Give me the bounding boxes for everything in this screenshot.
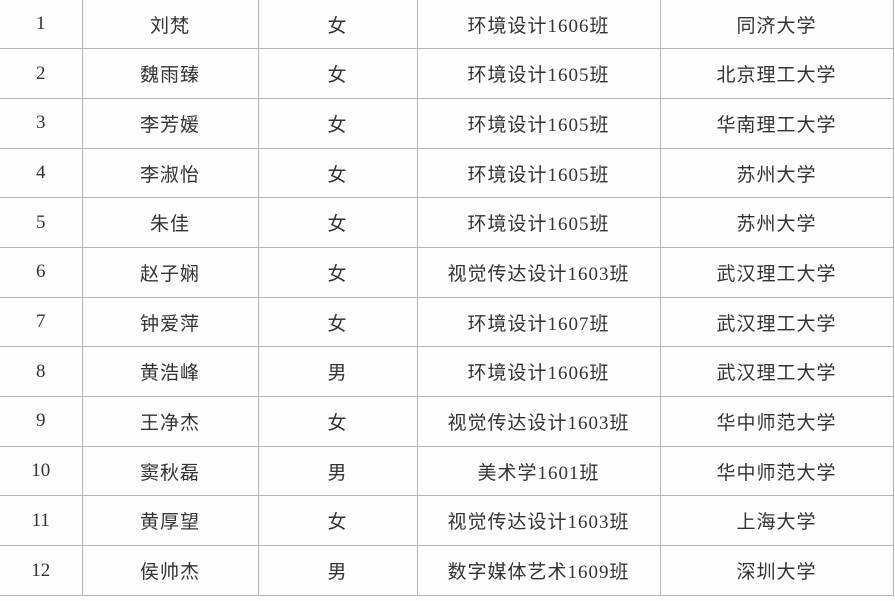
gender-cell: 女: [257, 0, 418, 50]
table-row: 3 李芳媛女环境设计1605班 华南理工大学: [0, 97, 894, 149]
table-row: 8 黄浩峰男环境设计1606班 武汉理工大学: [0, 346, 894, 398]
name-cell: 黄浩峰: [81, 346, 259, 398]
table-row: 1 刘梵女环境设计1606班 同济大学: [0, 0, 894, 50]
name-cell: 侯帅杰: [81, 545, 259, 596]
gender-cell: 男: [257, 445, 418, 497]
table-row: 5 朱佳女环境设计1605班 苏州大学: [0, 197, 894, 249]
class-cell: 数字媒体艺术1609班: [416, 545, 661, 596]
row-number-cell: 8: [0, 346, 83, 398]
table-row: 10 窦秋磊男美术学1601班 华中师范大学: [0, 445, 894, 497]
table-row: 6 赵子娴女视觉传达设计1603班 武汉理工大学: [0, 247, 894, 298]
table-row: 4 李淑怡女环境设计1605班 苏州大学: [0, 147, 894, 199]
class-cell: 环境设计1605班: [416, 147, 661, 199]
university-cell: 华南理工大学: [659, 97, 894, 149]
name-cell: 窦秋磊: [81, 445, 259, 497]
university-cell: 华中师范大学: [659, 396, 894, 447]
name-cell: 朱佳: [81, 197, 259, 249]
gender-cell: 女: [257, 147, 418, 199]
table-row: 9 王净杰女视觉传达设计1603班 华中师范大学: [0, 396, 894, 447]
name-cell: 李淑怡: [81, 147, 259, 199]
university-cell: 武汉理工大学: [659, 247, 894, 298]
class-cell: 视觉传达设计1603班: [416, 396, 661, 447]
row-number-cell: 10: [0, 445, 83, 497]
class-cell: 环境设计1605班: [416, 197, 661, 249]
class-cell: 视觉传达设计1603班: [416, 247, 661, 298]
university-cell: 苏州大学: [659, 147, 894, 199]
university-cell: 华中师范大学: [659, 445, 894, 497]
table-row: 11 黄厚望女视觉传达设计1603班 上海大学: [0, 495, 894, 547]
table-row: 7 钟爱萍女环境设计1607班 武汉理工大学: [0, 296, 894, 348]
gender-cell: 女: [257, 495, 418, 547]
gender-cell: 女: [257, 97, 418, 149]
row-number-cell: 11: [0, 495, 83, 547]
table-row: 12 侯帅杰男数字媒体艺术1609班 深圳大学: [0, 545, 894, 596]
gender-cell: 女: [257, 197, 418, 249]
row-number-cell: 12: [0, 545, 83, 596]
gender-cell: 女: [257, 296, 418, 348]
class-cell: 环境设计1605班: [416, 48, 661, 99]
university-cell: 北京理工大学: [659, 48, 894, 99]
class-cell: 环境设计1607班: [416, 296, 661, 348]
row-number-cell: 6: [0, 247, 83, 298]
university-cell: 上海大学: [659, 495, 894, 547]
table-row: 2 魏雨臻女环境设计1605班 北京理工大学: [0, 48, 894, 99]
university-cell: 武汉理工大学: [659, 346, 894, 398]
class-cell: 视觉传达设计1603班: [416, 495, 661, 547]
gender-cell: 女: [257, 48, 418, 99]
university-cell: 深圳大学: [659, 545, 894, 596]
name-cell: 魏雨臻: [81, 48, 259, 99]
gender-cell: 男: [257, 346, 418, 398]
row-number-cell: 3: [0, 97, 83, 149]
gender-cell: 男: [257, 545, 418, 596]
name-cell: 黄厚望: [81, 495, 259, 547]
name-cell: 刘梵: [81, 0, 259, 50]
gender-cell: 女: [257, 396, 418, 447]
university-cell: 同济大学: [659, 0, 894, 50]
name-cell: 赵子娴: [81, 247, 259, 298]
class-cell: 环境设计1606班: [416, 346, 661, 398]
name-cell: 王净杰: [81, 396, 259, 447]
university-cell: 苏州大学: [659, 197, 894, 249]
university-cell: 武汉理工大学: [659, 296, 894, 348]
row-number-cell: 5: [0, 197, 83, 249]
class-cell: 美术学1601班: [416, 445, 661, 497]
row-number-cell: 1: [0, 0, 83, 50]
name-cell: 李芳媛: [81, 97, 259, 149]
class-cell: 环境设计1606班: [416, 0, 661, 50]
gender-cell: 女: [257, 247, 418, 298]
row-number-cell: 9: [0, 396, 83, 447]
row-number-cell: 4: [0, 147, 83, 199]
class-cell: 环境设计1605班: [416, 97, 661, 149]
name-cell: 钟爱萍: [81, 296, 259, 348]
row-number-cell: 2: [0, 48, 83, 99]
row-number-cell: 7: [0, 296, 83, 348]
